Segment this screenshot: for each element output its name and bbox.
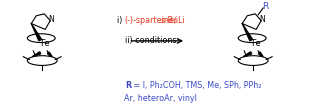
- Text: s: s: [161, 16, 165, 25]
- Text: i): i): [117, 16, 125, 25]
- Text: ii) conditions: ii) conditions: [125, 36, 177, 45]
- Polygon shape: [243, 52, 252, 57]
- Text: N: N: [48, 15, 54, 24]
- Text: (-)-sparteine/: (-)-sparteine/: [124, 16, 177, 25]
- Polygon shape: [48, 52, 52, 57]
- Polygon shape: [32, 52, 41, 57]
- Polygon shape: [258, 52, 263, 57]
- Text: R: R: [125, 81, 132, 90]
- Text: Fe: Fe: [40, 39, 50, 48]
- Text: = I, Ph₂COH, TMS, Me, SPh, PPh₂: = I, Ph₂COH, TMS, Me, SPh, PPh₂: [131, 81, 261, 90]
- Text: N: N: [259, 15, 265, 24]
- Polygon shape: [31, 24, 42, 41]
- Text: -BuLi: -BuLi: [165, 16, 185, 25]
- Text: Ar, heteroAr, vinyl: Ar, heteroAr, vinyl: [124, 94, 197, 103]
- Text: R: R: [262, 2, 268, 10]
- Polygon shape: [242, 24, 253, 41]
- Text: Fe: Fe: [251, 39, 261, 48]
